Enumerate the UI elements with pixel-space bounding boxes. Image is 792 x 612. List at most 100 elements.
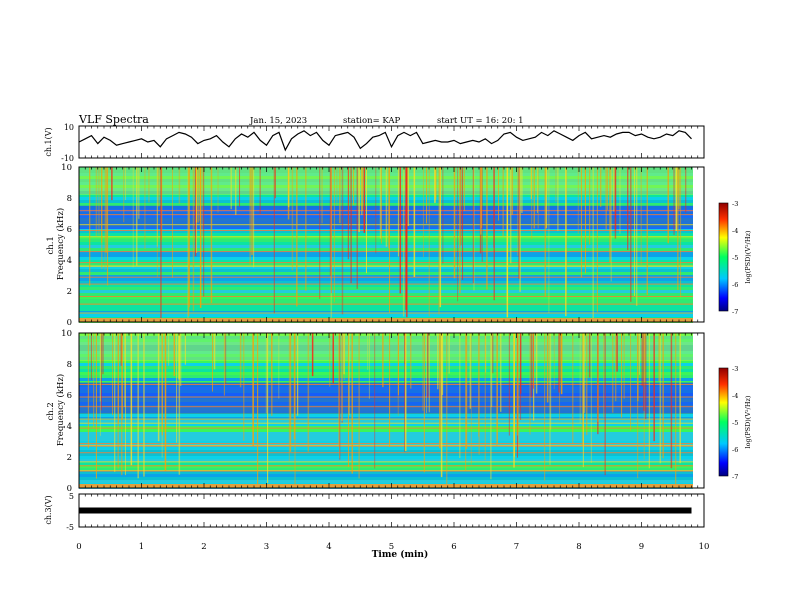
spectrogram-sferic <box>675 167 678 231</box>
ch1-ylabel-freq: Frequency (kHz) <box>55 208 66 280</box>
spectrogram-sferic <box>613 167 615 212</box>
date-label: Jan. 15, 2023 <box>249 116 307 126</box>
ch2-spectrogram-image <box>79 333 693 489</box>
spectrogram-sferic <box>178 333 180 380</box>
spectrogram-sferic <box>422 167 424 258</box>
spectrogram-band <box>79 375 693 378</box>
spectrogram-line <box>79 442 693 444</box>
spectrogram-sferic <box>102 333 104 375</box>
spectrogram-sferic <box>178 333 181 475</box>
ch3-ytick-bottom: -5 <box>66 523 74 532</box>
spectrogram-sferic <box>459 333 461 459</box>
spectrogram-band <box>79 459 693 462</box>
spectrogram-band <box>79 266 693 269</box>
spectrogram-sferic <box>636 167 638 306</box>
spectrogram-sferic <box>397 167 399 257</box>
spectrogram-sferic <box>339 167 341 224</box>
spectrogram-sferic <box>171 167 173 278</box>
ch1-freq-tick: 10 <box>61 163 72 173</box>
ch1-cbar-tick: -3 <box>732 200 738 208</box>
spectrogram-sferic <box>358 333 360 479</box>
ch1-cbar-tick: -4 <box>732 227 738 235</box>
spectrogram-band <box>79 363 693 366</box>
spectrogram-band <box>79 432 693 435</box>
spectrogram-sferic <box>176 333 178 443</box>
spectrogram-sferic <box>350 167 352 284</box>
spectrogram-sferic <box>457 167 459 302</box>
ch1-colorbar: -3 -4 -5 -6 -7 log(PSD)(V²/Hz) <box>718 200 752 316</box>
spectrogram-band <box>79 471 693 474</box>
ch2-cbar-tick: -5 <box>732 419 738 427</box>
spectrogram-sferic <box>291 167 294 271</box>
spectrogram-sferic <box>93 333 95 429</box>
spectrogram-line <box>79 445 693 447</box>
spectrogram-sferic <box>297 333 299 416</box>
spectrogram-sferic <box>517 167 519 256</box>
time-tick-label: 7 <box>514 542 519 552</box>
spectrogram-sferic <box>633 167 635 296</box>
spectrogram-sferic <box>529 333 531 435</box>
spectrogram-line <box>79 418 693 420</box>
spectrogram-line <box>79 406 693 408</box>
spectrogram-edge-band <box>79 318 693 322</box>
spectrogram-sferic <box>117 333 119 424</box>
spectrogram-sferic <box>653 333 655 442</box>
spectrogram-band <box>79 296 693 299</box>
spectrogram-band <box>79 257 693 260</box>
spectrogram-sferic <box>518 333 520 451</box>
spectrogram-sferic <box>453 167 456 279</box>
spectrogram-sferic <box>243 333 245 441</box>
spectrogram-sferic <box>435 167 437 200</box>
spectrogram-sferic <box>333 167 335 303</box>
spectrogram-sferic <box>187 167 190 317</box>
spectrogram-sferic <box>582 333 584 468</box>
spectrogram-band <box>79 423 693 426</box>
ch2-ylabel: ch.2 Frequency (kHz) <box>46 374 66 446</box>
spectrogram-sferic <box>466 333 468 449</box>
spectrogram-sferic <box>679 333 681 464</box>
ch2-freq-tick: 0 <box>67 484 72 494</box>
ch1-trace-line <box>78 130 692 152</box>
time-tick-label: 5 <box>389 542 394 552</box>
ch2-freq-tick: 4 <box>67 422 72 432</box>
spectrogram-sferic <box>363 167 366 233</box>
spectrogram-sferic <box>511 167 514 215</box>
time-axis-ticks <box>78 126 705 527</box>
spectrogram-edge-band <box>79 484 693 488</box>
ch1-waveform-panel: 10 -10 ch.1(V) <box>44 123 705 163</box>
spectrogram-sferic <box>481 167 483 262</box>
spectrogram-sferic <box>95 167 98 237</box>
spectrogram-sferic <box>341 333 343 423</box>
spectrogram-sferic <box>462 167 464 280</box>
spectrogram-sferic <box>427 333 429 398</box>
spectrogram-sferic <box>638 333 640 375</box>
spectrogram-sferic <box>584 167 586 274</box>
time-tick-label: 10 <box>699 542 710 552</box>
spectrogram-sferic <box>544 167 547 297</box>
spectrogram-sferic <box>230 167 232 210</box>
spectrogram-sferic <box>406 167 408 318</box>
spectrogram-line <box>79 383 693 385</box>
spectrogram-sferic <box>130 333 133 466</box>
spectrogram-sferic <box>630 167 632 302</box>
spectrogram-sferic <box>614 167 617 239</box>
spectrogram-high-band <box>79 333 693 361</box>
spectrogram-sferic <box>353 167 355 206</box>
spectrogram-sferic <box>388 167 390 249</box>
spectrogram-sferic <box>470 333 472 465</box>
spectrogram-band <box>79 308 693 311</box>
ch3-waveform-panel: 5 -5 ch.3(V) <box>44 492 705 532</box>
spectrogram-band <box>79 251 693 254</box>
spectrogram-band <box>79 299 693 302</box>
ch2-spectrogram-panel: 10 8 6 4 2 0 ch.2 Frequency (kHz) <box>46 329 705 494</box>
spectrogram-sferic <box>486 167 488 290</box>
spectrogram-sferic <box>465 333 467 471</box>
spectrogram-sferic <box>521 167 523 213</box>
spectrogram-sferic <box>402 167 405 317</box>
spectrogram-sferic <box>478 333 480 455</box>
spectrogram-sferic <box>158 167 160 207</box>
spectrogram-sferic <box>111 167 113 201</box>
spectrogram-sferic <box>592 167 594 319</box>
spectrogram-line <box>79 470 693 472</box>
spectrogram-band <box>79 435 693 438</box>
